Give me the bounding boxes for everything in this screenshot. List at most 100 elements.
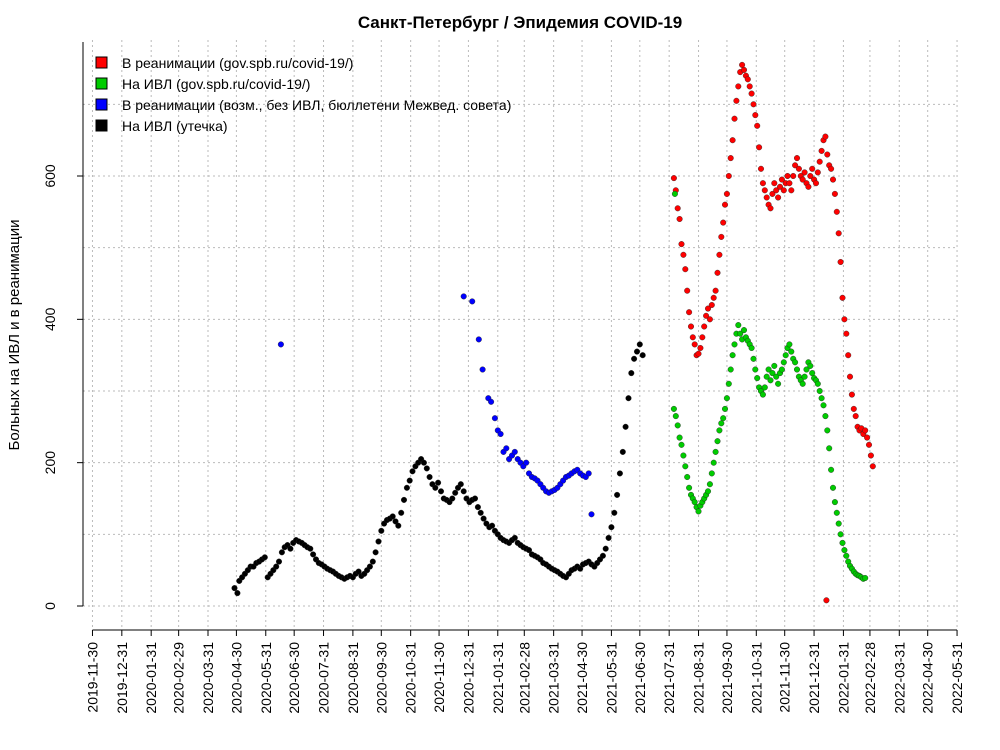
x-tick-label: 2020-10-31 — [403, 642, 419, 714]
x-tick-label: 2020-11-30 — [431, 642, 447, 713]
series-1 — [670, 61, 876, 604]
data-point — [801, 373, 808, 380]
x-tick-label: 2020-06-30 — [286, 642, 302, 714]
data-point — [794, 366, 801, 373]
data-point — [705, 488, 712, 495]
data-point — [822, 413, 829, 420]
data-point — [778, 366, 785, 373]
data-point — [307, 545, 314, 552]
x-tick-label: 2019-11-30 — [84, 642, 100, 713]
data-point — [401, 496, 408, 503]
data-point — [756, 144, 763, 151]
data-point — [503, 445, 510, 452]
data-point — [828, 165, 835, 172]
data-point — [833, 509, 840, 516]
data-point — [824, 427, 831, 434]
data-point — [735, 322, 742, 329]
data-point — [588, 511, 595, 518]
data-point — [392, 518, 399, 525]
data-point — [807, 172, 814, 179]
data-point — [754, 122, 761, 129]
data-point — [389, 513, 396, 520]
data-point — [795, 165, 802, 172]
data-point — [754, 375, 761, 382]
data-point — [671, 190, 678, 197]
data-point — [869, 463, 876, 470]
data-point — [839, 294, 846, 301]
data-point — [680, 452, 687, 459]
x-tick-label: 2020-07-31 — [316, 642, 332, 714]
data-point — [831, 190, 838, 197]
data-point — [457, 481, 464, 488]
data-point — [809, 165, 816, 172]
data-point — [479, 366, 486, 373]
data-point — [833, 208, 840, 215]
data-point — [782, 352, 789, 359]
data-point — [616, 470, 623, 477]
data-point — [866, 441, 873, 448]
data-point — [805, 183, 812, 190]
data-point — [867, 452, 874, 459]
x-tick-label: 2021-05-31 — [603, 642, 619, 714]
data-point — [845, 352, 852, 359]
data-point — [737, 330, 744, 337]
data-point — [469, 298, 476, 305]
data-point — [771, 180, 778, 187]
x-tick-label: 2020-09-30 — [373, 642, 389, 714]
axes: 0 200 400 600 2019-11-30 2019-12-31 2020-01-31… — [42, 42, 965, 714]
data-point — [438, 488, 445, 495]
data-point — [807, 362, 814, 369]
data-point — [605, 534, 612, 541]
data-point — [761, 384, 768, 391]
data-point — [767, 205, 774, 212]
data-point — [420, 459, 427, 466]
data-point — [599, 552, 606, 559]
data-point — [585, 470, 592, 477]
x-tick-label: 2021-02-28 — [516, 642, 532, 714]
data-point — [676, 215, 683, 222]
data-point — [720, 415, 727, 422]
data-point — [850, 405, 857, 412]
data-point — [395, 522, 402, 529]
data-point — [366, 563, 373, 570]
data-point — [678, 441, 685, 448]
data-point — [703, 312, 710, 319]
data-point — [816, 158, 823, 165]
x-tick-label: 2021-12-31 — [806, 642, 822, 714]
data-point — [678, 241, 685, 248]
data-point — [639, 352, 646, 359]
data-point — [480, 515, 487, 522]
data-point — [725, 380, 732, 387]
data-point — [780, 359, 787, 366]
data-point — [691, 341, 698, 348]
data-point — [452, 489, 459, 496]
series-4 — [231, 341, 646, 597]
data-point — [752, 366, 759, 373]
data-point — [794, 155, 801, 162]
data-point — [773, 373, 780, 380]
x-tick-label: 2020-08-31 — [345, 642, 361, 714]
data-point — [234, 590, 241, 597]
chart-title: Санкт-Петербург / Эпидемия COVID-19 — [358, 13, 682, 32]
data-point — [727, 155, 734, 162]
y-axis-label: Больных на ИВЛ и в реанимации — [6, 220, 23, 451]
data-point — [777, 183, 784, 190]
data-point — [818, 395, 825, 402]
data-point — [790, 172, 797, 179]
x-tick-label: 2022-01-31 — [835, 642, 851, 714]
data-point — [741, 327, 748, 334]
data-point — [625, 395, 632, 402]
data-point — [628, 370, 635, 377]
data-point — [841, 316, 848, 323]
data-point — [712, 448, 719, 455]
data-point — [631, 355, 638, 362]
data-point — [287, 545, 294, 552]
data-point — [816, 388, 823, 395]
data-point — [491, 415, 498, 422]
data-point — [684, 287, 691, 294]
x-tick-label: 2021-03-31 — [546, 642, 562, 714]
data-point — [739, 61, 746, 68]
data-point — [691, 499, 698, 506]
data-point — [435, 479, 442, 486]
data-points — [231, 61, 876, 604]
